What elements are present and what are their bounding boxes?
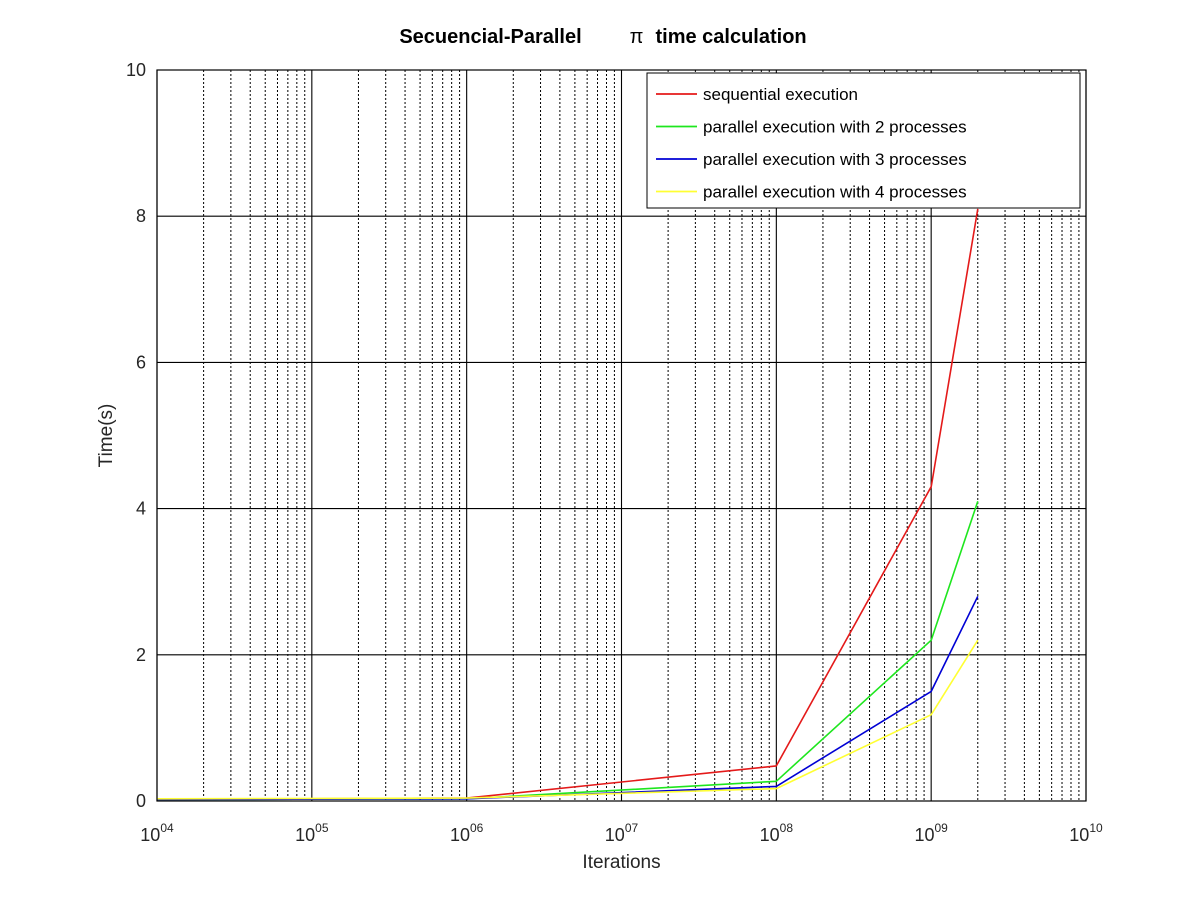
series-line-4 bbox=[156, 639, 979, 800]
legend-label-1: sequential execution bbox=[703, 85, 858, 104]
x-tick-label: 1010 bbox=[1069, 821, 1103, 845]
x-tick-label: 1004 bbox=[140, 821, 174, 845]
x-tick-label: 1007 bbox=[605, 821, 639, 845]
x-tick-base: 10 bbox=[450, 825, 470, 845]
x-axis-label: Iterations bbox=[582, 852, 660, 873]
y-tick-label: 8 bbox=[136, 206, 146, 226]
chart-title-symbol: π bbox=[630, 26, 644, 48]
legend-label-2: parallel execution with 2 processes bbox=[703, 118, 967, 137]
x-tick-label: 1008 bbox=[760, 821, 794, 845]
x-tick-label: 1006 bbox=[450, 821, 484, 845]
x-tick-base: 10 bbox=[605, 825, 625, 845]
y-tick-label: 10 bbox=[126, 60, 146, 80]
series-lines bbox=[156, 208, 979, 801]
legend-box bbox=[646, 72, 1081, 209]
y-tick-label: 4 bbox=[136, 499, 146, 519]
x-tick-exponent: 09 bbox=[935, 821, 949, 835]
x-tick-exponent: 06 bbox=[470, 821, 484, 835]
x-tick-base: 10 bbox=[914, 825, 934, 845]
x-tick-exponent: 07 bbox=[625, 821, 639, 835]
x-tick-exponent: 04 bbox=[160, 821, 174, 835]
x-tick-exponent: 08 bbox=[780, 821, 794, 835]
x-tick-label: 1009 bbox=[914, 821, 948, 845]
chart-title-main: Secuencial-Parallel bbox=[399, 26, 581, 48]
x-tick-base: 10 bbox=[140, 825, 160, 845]
chart-title-suffix: time calculation bbox=[655, 26, 806, 48]
plot-frame bbox=[156, 69, 1087, 802]
legend-label-3: parallel execution with 3 processes bbox=[703, 150, 967, 169]
legend: sequential execution parallel execution w… bbox=[646, 72, 1081, 209]
y-axis-label: Time(s) bbox=[96, 404, 117, 468]
chart-title: Secuencial-Parallel π time calculation bbox=[399, 26, 806, 48]
legend-label-4: parallel execution with 4 processes bbox=[703, 183, 967, 202]
x-tick-base: 10 bbox=[760, 825, 780, 845]
x-tick-base: 10 bbox=[1069, 825, 1089, 845]
x-tick-label: 1005 bbox=[295, 821, 329, 845]
x-tick-base: 10 bbox=[295, 825, 315, 845]
legend-items: sequential execution parallel execution w… bbox=[656, 85, 967, 202]
y-tick-label: 2 bbox=[136, 645, 146, 665]
x-tick-exponent: 05 bbox=[315, 821, 329, 835]
x-tick-exponent: 10 bbox=[1089, 821, 1103, 835]
y-tick-label: 0 bbox=[136, 791, 146, 811]
y-tick-label: 6 bbox=[136, 352, 146, 372]
